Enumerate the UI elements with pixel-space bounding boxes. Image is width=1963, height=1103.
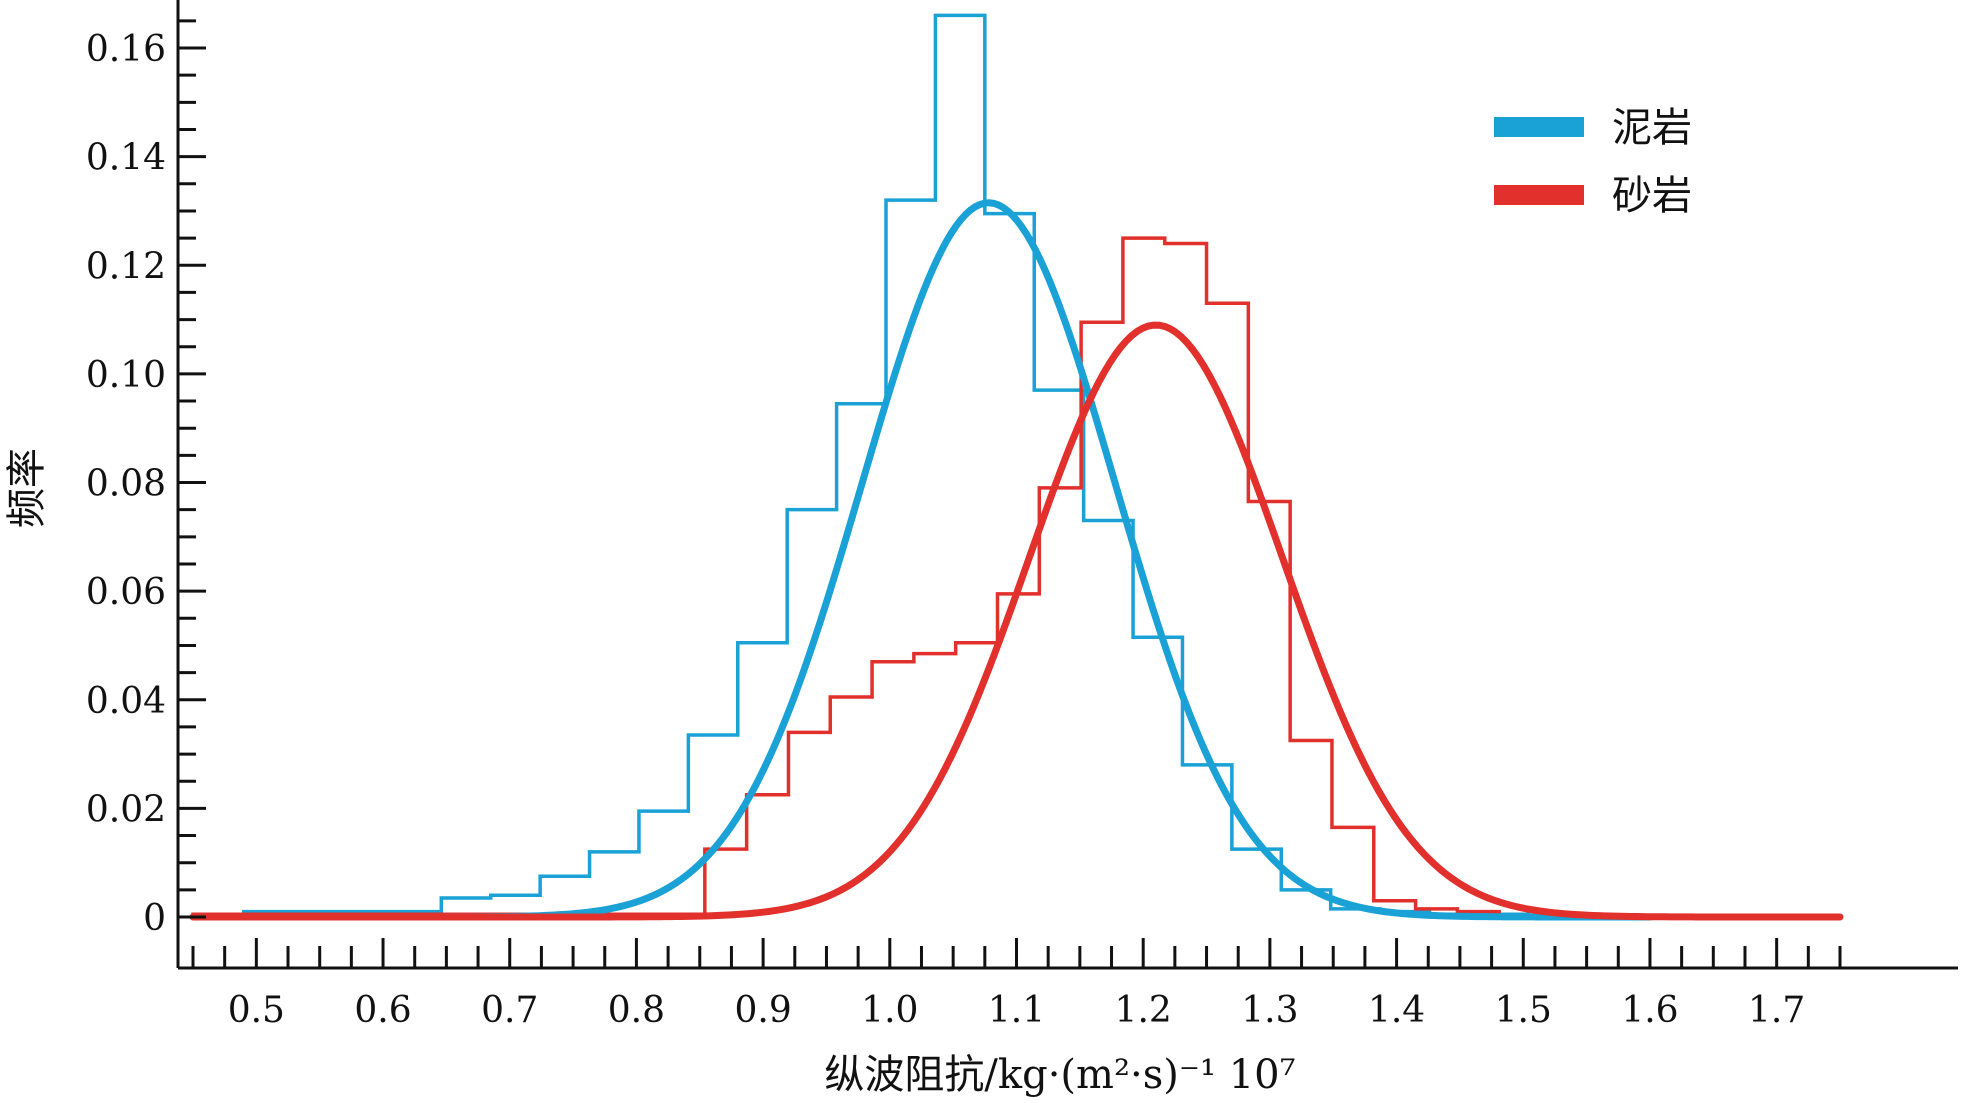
histogram-layer [191,13,1531,917]
x-axis-title: 纵波阻抗/kg·(m²·s)⁻¹ 10⁷ [824,1052,1295,1098]
y-tick-label: 0.12 [86,246,166,287]
axes: 0 0.02 0.04 0.06 0.08 0.10 0.12 0.14 0.16 0.5 0.6 0… [86,0,1958,1031]
y-axis-title: 频率 [4,448,50,528]
x-tick-label: 1.4 [1368,990,1425,1031]
histogram-sandstone [191,236,1501,917]
x-tick-label: 1.2 [1115,990,1172,1031]
legend-label: 砂岩 [1612,173,1692,219]
legend-label: 泥岩 [1612,105,1692,151]
x-tick-label: 1.3 [1241,990,1298,1031]
y-tick-label: 0.02 [86,789,166,830]
density-curve-mudstone [240,199,1654,921]
y-tick-label: 0.04 [86,681,166,722]
density-curve-layer [189,199,1844,921]
x-tick-label: 1.0 [861,990,918,1031]
x-tick-label: 1.1 [988,990,1045,1031]
density-curve-sandstone [189,321,1844,921]
x-tick-label: 1.5 [1495,990,1552,1031]
x-tick-label: 0.5 [228,990,285,1031]
y-tick-label: 0.10 [86,355,166,396]
x-tick-label: 0.7 [481,990,538,1031]
y-tick-label: 0.16 [86,29,166,70]
x-tick-label: 0.6 [354,990,411,1031]
y-tick-label: 0.06 [86,572,166,613]
x-tick-label: 1.7 [1748,990,1805,1031]
y-tick-label: 0.08 [86,464,166,505]
x-tick-label: 0.9 [734,990,791,1031]
histogram-mudstone [241,13,1531,917]
y-tick-label: 0 [143,898,166,939]
x-tick-label: 0.8 [608,990,665,1031]
x-tick-label: 1.6 [1621,990,1678,1031]
y-tick-label: 0.14 [86,138,166,179]
